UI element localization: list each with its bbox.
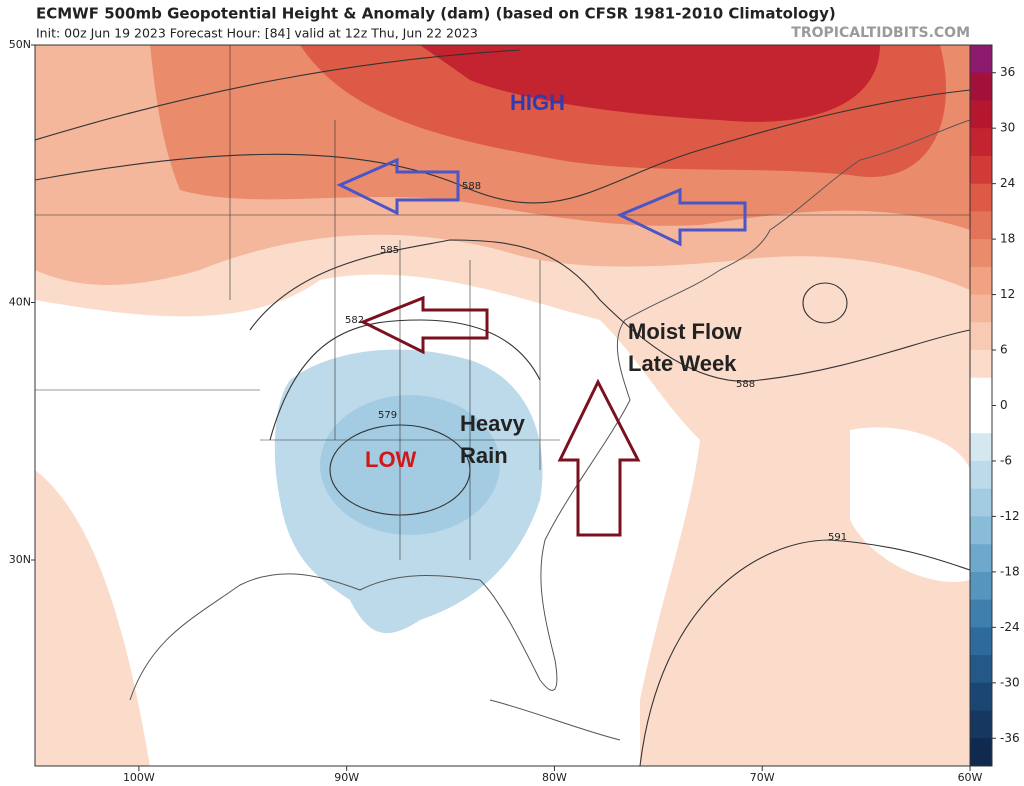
y-tick-label: 40N: [9, 296, 31, 309]
site-credit: TROPICALTIDBITS.COM: [791, 25, 970, 41]
coastlines: [35, 45, 970, 741]
colorbar-bin: [970, 682, 992, 712]
title: ECMWF 500mb Geopotential Height & Anomal…: [36, 5, 836, 23]
moist-flow-label: Moist Flow: [628, 319, 743, 344]
colorbar-bin: [970, 183, 992, 212]
colorbar-bin: [970, 516, 992, 545]
anomaly-neutral: [850, 427, 970, 582]
colorbar-tick-label: -18: [1000, 564, 1020, 578]
colorbar-bin: [970, 72, 992, 101]
anomaly-negative: [320, 395, 500, 535]
contour-label: 579: [378, 410, 397, 421]
x-tick-label: 90W: [334, 771, 359, 784]
high-label: HIGH: [510, 90, 565, 115]
colorbar-bin: [970, 266, 992, 296]
colorbar-tick-label: 6: [1000, 343, 1008, 357]
colorbar-bin: [970, 710, 992, 739]
colorbar-tick-label: -36: [1000, 731, 1020, 745]
colorbar-tick-label: 12: [1000, 287, 1015, 301]
colorbar-bin: [970, 433, 992, 462]
colorbar-bin: [970, 45, 992, 74]
colorbar-tick-label: 30: [1000, 121, 1015, 135]
colorbar-tick-label: -12: [1000, 509, 1020, 523]
colorbar-tick-label: 0: [1000, 398, 1008, 412]
contour-label: 588: [462, 181, 481, 192]
heavy-rain-label: Heavy: [460, 411, 526, 436]
colorbar-bin: [970, 405, 992, 434]
map: 588 585 582 579 588 591 HIGH LOW Heavy R…: [35, 45, 970, 766]
y-tick-label: 50N: [9, 38, 31, 51]
colorbar-frame: [969, 44, 993, 767]
colorbar-bin: [970, 100, 992, 129]
contour-label: 591: [828, 532, 847, 543]
colorbar-bin: [970, 128, 992, 157]
colorbar-bin: [970, 377, 992, 406]
x-tick-label: 60W: [958, 771, 983, 784]
contour-label: 582: [345, 315, 364, 326]
subtitle: Init: 00z Jun 19 2023 Forecast Hour: [84…: [36, 26, 478, 41]
colorbar-bin: [970, 294, 992, 323]
colorbar-tick-label: 36: [1000, 65, 1015, 79]
y-tick-label: 30N: [9, 553, 31, 566]
colorbar-bin: [970, 460, 992, 490]
colorbar-bin: [970, 571, 992, 601]
colorbar-bin: [970, 322, 992, 351]
colorbar-bin: [970, 350, 992, 379]
colorbar-tick-label: -24: [1000, 620, 1020, 634]
moist-flow-label: Late Week: [628, 351, 737, 376]
anomaly-positive: [420, 45, 880, 122]
x-tick-label: 70W: [750, 771, 775, 784]
flow-arrows: [336, 157, 747, 537]
x-tick-label: 80W: [542, 771, 567, 784]
colorbar-tick-label: -6: [1000, 453, 1012, 467]
colorbar-bin: [970, 239, 992, 268]
colorbar-tick-label: 18: [1000, 232, 1015, 246]
colorbar-bin: [970, 544, 992, 573]
colorbar-bin: [970, 655, 992, 684]
colorbar-bin: [970, 599, 992, 628]
colorbar-tick-label: -30: [1000, 675, 1020, 689]
low-label: LOW: [365, 447, 417, 472]
contour-label: 588: [736, 379, 755, 390]
colorbar-bin: [970, 211, 992, 240]
colorbar-bin: [970, 155, 992, 185]
x-tick-label: 100W: [123, 771, 155, 784]
colorbar-tick-label: 24: [1000, 176, 1015, 190]
height-contours: [35, 49, 970, 766]
colorbar-bin: [970, 488, 992, 517]
colorbar-bin: [970, 627, 992, 656]
colorbar-bin: [970, 738, 992, 767]
contour-label: 585: [380, 245, 399, 256]
heavy-rain-label: Rain: [460, 443, 508, 468]
